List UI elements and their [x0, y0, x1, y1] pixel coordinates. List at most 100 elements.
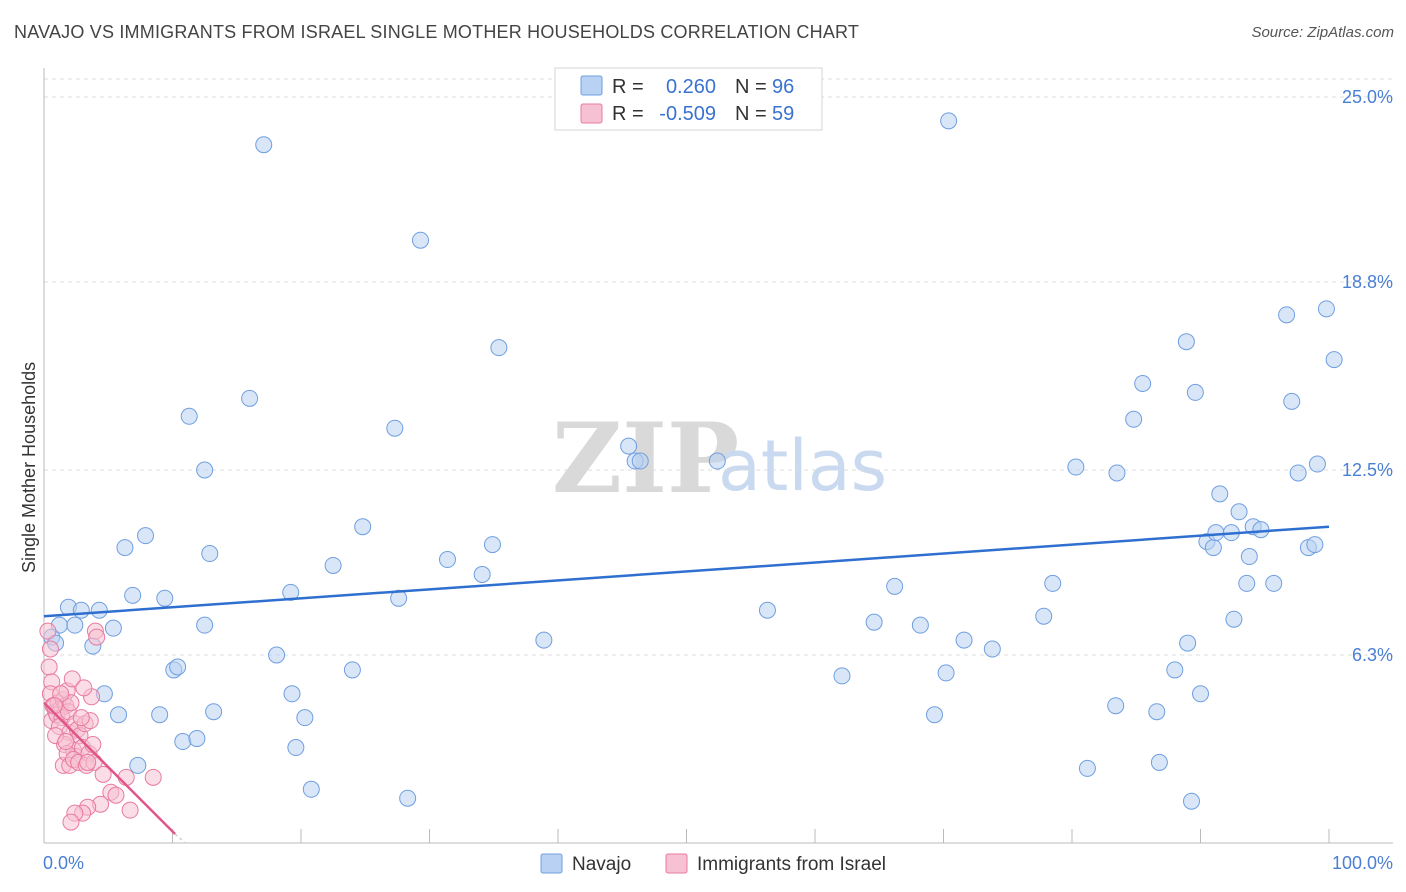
navajo-point — [1230, 503, 1248, 521]
navajo-point — [1186, 383, 1204, 401]
navajo-point — [1107, 697, 1125, 715]
navajo-point — [137, 527, 155, 545]
navajo-point — [1035, 607, 1053, 625]
navajo-point — [205, 703, 223, 721]
axes: 6.3% 12.5% 18.8% 25.0% — [43, 68, 1393, 844]
israel-point — [63, 670, 81, 688]
navajo-point — [151, 706, 169, 724]
y-axis-label: Single Mother Households — [19, 362, 39, 573]
israel-point — [79, 753, 97, 771]
navajo-point — [1166, 661, 1184, 679]
legend-navajo-r-value: 0.260 — [666, 76, 716, 98]
navajo-point — [66, 616, 84, 634]
navajo-point — [1183, 792, 1201, 810]
navajo-point — [1067, 458, 1085, 476]
navajo-point — [1283, 392, 1301, 410]
israel-point — [117, 768, 135, 786]
navajo-point — [287, 739, 305, 757]
correlation-legend: R = 0.260 N = 96 R = -0.509 N = 59 — [554, 67, 823, 131]
navajo-point — [911, 616, 929, 634]
navajo-point — [116, 539, 134, 557]
israel-point — [40, 658, 58, 676]
navajo-point — [1177, 333, 1195, 351]
navajo-point — [620, 437, 638, 455]
navajo-point — [1150, 753, 1168, 771]
navajo-point — [1225, 610, 1243, 628]
navajo-point — [1238, 574, 1256, 592]
navajo-point — [343, 661, 361, 679]
israel-point — [121, 801, 139, 819]
navajo-point — [1148, 703, 1166, 721]
navajo-point — [399, 789, 417, 807]
navajo-point — [174, 733, 192, 751]
navajo-point — [104, 619, 122, 637]
navajo-point — [926, 706, 944, 724]
legend-israel-r-label: R = — [612, 103, 644, 125]
navajo-point — [1308, 455, 1326, 473]
israel-point — [144, 768, 162, 786]
navajo-point — [354, 518, 372, 536]
navajo-point — [268, 646, 286, 664]
navajo-point — [283, 685, 301, 703]
navajo-point — [1325, 351, 1343, 369]
navajo-point — [940, 112, 958, 130]
israel-point — [75, 679, 93, 697]
navajo-point — [129, 756, 147, 774]
navajo-point — [983, 640, 1001, 658]
israel-point — [94, 765, 112, 783]
navajo-point — [156, 589, 174, 607]
navajo-point — [72, 601, 90, 619]
navajo-point — [438, 551, 456, 569]
source-label: Source: ZipAtlas.com — [1251, 24, 1394, 41]
navajo-point — [324, 556, 342, 574]
legend-navajo-n-label: N = — [735, 76, 767, 98]
navajo-point — [758, 601, 776, 619]
navajo-point — [833, 667, 851, 685]
navajo-point — [180, 407, 198, 425]
navajo-point — [1265, 574, 1283, 592]
navajo-point — [1044, 574, 1062, 592]
navajo-point — [302, 780, 320, 798]
legend-navajo-n-value: 96 — [772, 76, 794, 98]
y-tick-label: 12.5% — [1342, 460, 1393, 480]
bottom-legend-navajo-label: Navajo — [572, 854, 631, 875]
legend-israel-n-value: 59 — [772, 103, 794, 125]
navajo-point — [1204, 539, 1222, 557]
israel-trend-line — [43, 701, 176, 835]
israel-trend-extension — [174, 833, 186, 844]
israel-point — [72, 709, 90, 727]
navajo-point — [201, 545, 219, 563]
navajo-trend-line — [43, 525, 1330, 618]
navajo-point — [1240, 548, 1258, 566]
israel-point — [62, 813, 80, 831]
navajo-point — [1317, 300, 1335, 318]
navajo-point — [1179, 634, 1197, 652]
y-tick-label: 18.8% — [1342, 272, 1393, 292]
navajo-point — [1078, 759, 1096, 777]
legend-israel-r-value: -0.509 — [659, 103, 716, 125]
navajo-point — [631, 452, 649, 470]
navajo-point — [1278, 306, 1296, 324]
navajo-point — [1207, 524, 1225, 542]
navajo-point — [708, 452, 726, 470]
navajo-point — [90, 601, 108, 619]
israel-point — [57, 733, 75, 751]
navajo-point — [255, 136, 273, 154]
navajo-point — [412, 231, 430, 249]
navajo-point — [196, 461, 214, 479]
navajo-point — [196, 616, 214, 634]
israel-point — [107, 786, 125, 804]
legend-navajo-swatch — [580, 75, 603, 96]
chart-title: NAVAJO VS IMMIGRANTS FROM ISRAEL SINGLE … — [14, 22, 860, 42]
navajo-point — [937, 664, 955, 682]
israel-point — [88, 628, 106, 646]
navajo-point — [282, 583, 300, 601]
bottom-legend-israel-swatch — [665, 853, 688, 874]
navajo-point — [490, 339, 508, 357]
bottom-legend-navajo-swatch — [540, 853, 563, 874]
navajo-point — [1306, 536, 1324, 554]
navajo-point — [1211, 485, 1229, 503]
navajo-point — [535, 631, 553, 649]
navajo-point — [483, 536, 501, 554]
